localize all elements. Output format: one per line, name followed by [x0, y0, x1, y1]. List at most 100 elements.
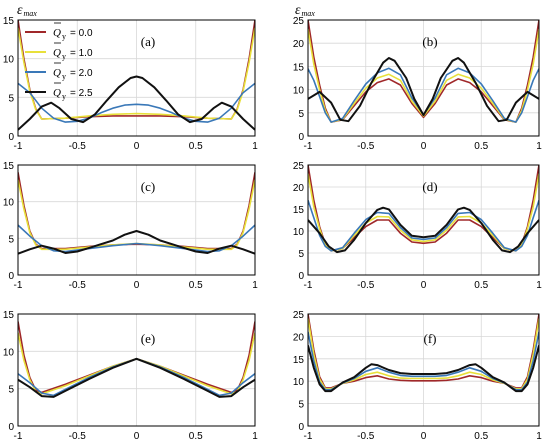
legend-subscript: y [62, 32, 66, 41]
y-tick-label: 0 [298, 271, 304, 282]
series-line-3 [18, 230, 255, 255]
x-tick-label: -1 [304, 431, 313, 442]
x-tick-label: -0.5 [69, 431, 87, 442]
legend-symbol: Q [53, 27, 61, 39]
y-tick-label: 25 [293, 16, 305, 27]
series-line-2 [308, 199, 539, 252]
y-tick-label: 10 [293, 86, 305, 97]
y-tick-label: 0 [8, 422, 14, 433]
y-tick-label: 15 [3, 161, 15, 172]
panel-label: (e) [141, 331, 155, 346]
y-tick-label: 0 [298, 422, 304, 433]
panel-e: 0 5 10 15 -1 -0.5 0 0.5 1 (e) [3, 310, 258, 442]
y-tick-label: 10 [3, 55, 15, 66]
panel-label: (d) [422, 179, 437, 194]
plot-frame [17, 313, 256, 427]
panel-f: 0 5 10 15 20 25 -1 -0.5 0 0.5 1 (f) [293, 310, 542, 442]
x-tick-label: 0 [421, 431, 427, 442]
y-tick-label: 20 [293, 39, 305, 50]
plot-frame [17, 164, 256, 276]
x-tick-label: 0 [134, 431, 140, 442]
plot-frame [307, 164, 540, 276]
y-tick-label: 10 [3, 198, 15, 209]
legend-subscript: y [62, 52, 66, 61]
y-tick-label: 5 [298, 400, 304, 411]
x-tick-label: 0.5 [189, 141, 203, 152]
legend-symbol: Q [53, 67, 61, 79]
legend-symbol: Q [53, 47, 61, 59]
y-tick-label: 15 [293, 205, 305, 216]
y-axis-label-right: εmax [295, 3, 315, 18]
x-tick-label: 0.5 [474, 141, 488, 152]
y-tick-label: 5 [298, 109, 304, 120]
x-tick-label: -1 [14, 280, 23, 291]
series-line-1 [18, 27, 255, 120]
y-tick-label: 10 [3, 347, 15, 358]
y-tick-label: 5 [8, 93, 14, 104]
y-axis-label-left: εmax [17, 3, 37, 18]
panel-a: 0 5 10 15 -1 -0.5 0 0.5 1 (a) [3, 16, 258, 152]
y-tick-label: 0 [8, 271, 14, 282]
legend-value: = 2.5 [70, 88, 93, 99]
series-line-3 [18, 75, 255, 131]
x-tick-label: -0.5 [69, 141, 87, 152]
plot-frame [307, 19, 540, 137]
legend-symbol: Q [53, 87, 61, 99]
series-line-0 [308, 314, 539, 389]
x-tick-label: -1 [14, 141, 23, 152]
series-line-3 [308, 206, 539, 254]
y-tick-label: 25 [293, 161, 305, 172]
series-line-3 [308, 345, 539, 393]
y-tick-label: 5 [8, 385, 14, 396]
x-tick-label: 1 [252, 280, 258, 291]
legend-value: = 2.0 [70, 68, 93, 79]
y-tick-label: 15 [3, 310, 15, 321]
x-tick-label: 1 [536, 431, 542, 442]
y-tick-label: 5 [298, 249, 304, 260]
x-tick-label: -0.5 [357, 141, 375, 152]
panel-d: 0 5 10 15 20 25 -1 -0.5 0 0.5 1 (d) [293, 161, 542, 291]
x-tick-label: 0 [421, 280, 427, 291]
x-tick-label: -0.5 [357, 280, 375, 291]
series-line-2 [308, 331, 539, 391]
y-tick-label: 0 [8, 132, 14, 143]
panel-label: (b) [422, 34, 437, 49]
y-tick-label: 20 [293, 183, 305, 194]
x-tick-label: -0.5 [357, 431, 375, 442]
y-tick-label: 0 [298, 132, 304, 143]
x-tick-label: 0 [134, 280, 140, 291]
panel-c: 0 5 10 15 -1 -0.5 0 0.5 1 (c) [3, 161, 258, 291]
y-tick-label: 10 [293, 227, 305, 238]
x-tick-label: 0.5 [474, 280, 488, 291]
panel-label: (a) [141, 34, 155, 49]
y-tick-label: 15 [3, 16, 15, 27]
x-tick-label: 0 [421, 141, 427, 152]
y-tick-label: 5 [8, 234, 14, 245]
x-tick-label: 1 [252, 431, 258, 442]
x-tick-label: 1 [252, 141, 258, 152]
legend-value: = 1.0 [70, 48, 93, 59]
x-tick-label: -0.5 [69, 280, 87, 291]
legend-subscript: y [62, 72, 66, 81]
y-tick-label: 25 [293, 310, 305, 321]
plot-frame [307, 313, 540, 427]
y-tick-label: 15 [293, 355, 305, 366]
plot-frame [17, 19, 256, 137]
x-tick-label: 1 [536, 141, 542, 152]
x-tick-label: 0.5 [474, 431, 488, 442]
series-line-2 [18, 82, 255, 123]
series-line-3 [18, 357, 255, 398]
y-tick-label: 15 [293, 62, 305, 73]
legend-value: = 0.0 [70, 28, 93, 39]
x-tick-label: -1 [304, 280, 313, 291]
x-tick-label: 0.5 [189, 280, 203, 291]
x-tick-label: 0.5 [189, 431, 203, 442]
y-tick-label: 10 [293, 377, 305, 388]
panel-b: 0 5 10 15 20 25 -1 -0.5 0 0.5 1 (b) [293, 16, 542, 152]
panel-label: (c) [141, 179, 155, 194]
x-tick-label: -1 [14, 431, 23, 442]
legend-subscript: y [62, 92, 66, 101]
series-line-3 [308, 57, 539, 123]
